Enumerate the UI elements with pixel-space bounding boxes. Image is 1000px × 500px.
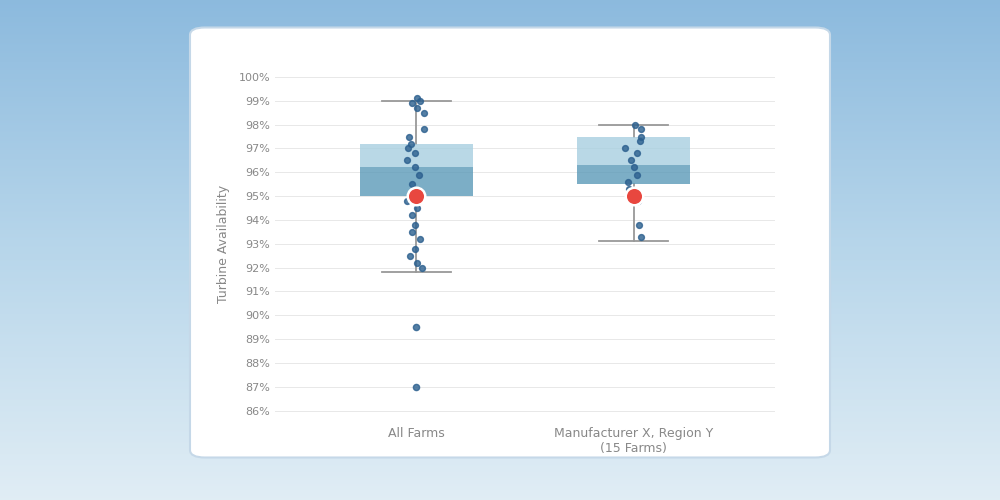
Point: [407, 244, 423, 252]
Point: [412, 188, 428, 196]
Point: [408, 323, 424, 331]
Point: [633, 232, 649, 240]
Bar: [360, 144, 473, 168]
Point: [400, 144, 416, 152]
Point: [401, 132, 417, 140]
Point: [414, 264, 430, 272]
Bar: [577, 136, 690, 165]
Point: [617, 144, 633, 152]
Point: [416, 126, 432, 134]
Point: [633, 132, 649, 140]
Point: [621, 185, 637, 193]
Point: [407, 149, 423, 157]
Bar: [360, 168, 473, 196]
Point: [412, 97, 428, 105]
Point: [412, 235, 428, 243]
Point: [409, 204, 425, 212]
Point: [626, 192, 642, 200]
Point: [633, 126, 649, 134]
Point: [630, 197, 646, 205]
Point: [404, 180, 420, 188]
Point: [409, 94, 425, 102]
Point: [629, 149, 645, 157]
Point: [404, 99, 420, 107]
Point: [410, 192, 426, 200]
Point: [416, 108, 432, 116]
Bar: [577, 165, 690, 184]
Point: [407, 220, 423, 228]
Point: [623, 156, 639, 164]
Point: [404, 228, 420, 236]
Point: [629, 170, 645, 178]
Point: [627, 120, 643, 128]
Point: [399, 197, 415, 205]
Point: [408, 192, 424, 200]
Point: [631, 220, 647, 228]
Point: [399, 156, 415, 164]
Point: [632, 138, 648, 145]
Point: [409, 104, 425, 112]
Point: [409, 259, 425, 267]
Point: [411, 170, 427, 178]
Point: [620, 178, 636, 186]
Point: [407, 164, 423, 172]
Point: [404, 211, 420, 219]
Point: [402, 252, 418, 260]
Point: [626, 164, 642, 172]
Y-axis label: Turbine Availability: Turbine Availability: [217, 184, 230, 303]
Point: [408, 383, 424, 391]
Point: [403, 140, 419, 147]
